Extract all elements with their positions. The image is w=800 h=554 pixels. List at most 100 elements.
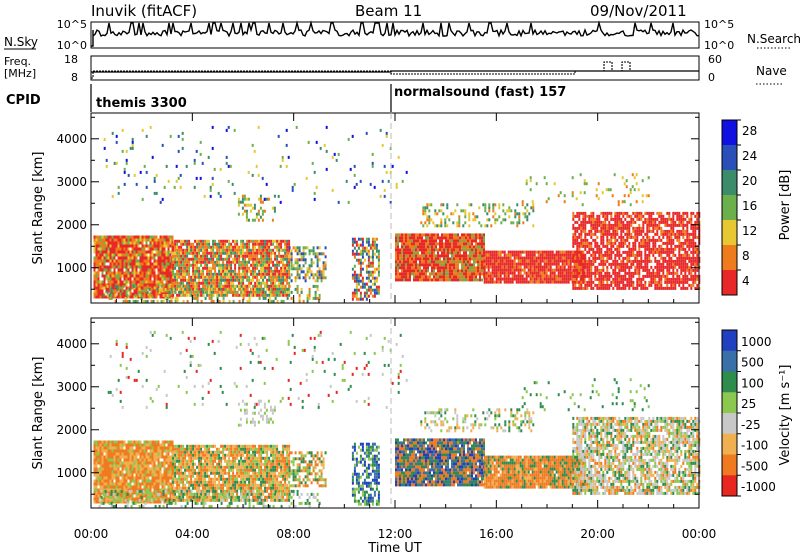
data-cell [449,248,451,252]
data-cell [115,247,118,251]
data-cell [632,241,635,245]
data-cell [497,250,500,254]
data-cell [533,250,536,254]
data-cell [469,266,471,270]
data-cell [371,249,374,253]
data-cell [694,229,697,233]
data-cell [684,217,687,221]
data-cell [240,278,243,282]
data-cell [127,289,130,293]
data-cell [251,173,254,177]
data-cell [485,274,488,278]
data-cell [686,223,689,227]
data-cell [260,275,263,279]
data-cell [680,229,683,233]
data-cell [624,262,627,266]
data-cell [385,134,388,138]
data-cell [119,283,122,287]
data-cell [477,248,479,252]
data-cell [652,244,655,248]
data-cell [582,238,585,242]
data-cell [246,266,249,270]
data-cell [632,244,635,248]
data-cell [437,263,439,267]
data-cell [652,226,655,230]
data-cell [594,283,597,287]
data-cell [206,257,209,261]
data-cell [407,272,409,276]
data-cell [260,290,263,294]
data-cell [105,265,108,269]
data-cell [113,286,116,290]
data-cell [156,287,159,291]
data-cell [149,280,152,284]
data-cell [576,226,579,230]
data-cell [169,265,172,269]
data-cell [610,226,613,230]
data-cell [169,235,172,239]
data-cell [133,247,136,251]
data-cell [262,272,265,276]
data-cell [318,276,321,280]
data-cell [399,263,401,267]
data-cell [499,265,502,269]
data-cell [658,223,661,227]
data-cell [674,283,677,287]
data-cell [590,283,593,287]
data-cell [503,259,506,263]
data-cell [690,220,693,224]
data-cell [121,250,124,254]
data-cell [167,235,170,239]
data-cell [113,235,116,239]
data-cell [222,260,225,264]
data-cell [668,265,671,269]
data-cell [212,248,215,252]
data-cell [535,250,538,254]
data-cell [537,280,540,284]
data-cell [259,215,262,219]
data-cell [423,239,425,243]
data-cell [115,134,118,138]
data-cell [324,264,327,268]
data-cell [586,238,589,242]
data-cell [638,268,641,272]
data-cell [188,281,191,285]
data-cell [662,217,665,221]
data-cell [163,265,166,269]
data-cell [322,252,325,256]
data-cell [320,273,323,277]
data-cell [139,280,142,284]
data-cell [399,272,401,276]
data-cell [240,263,243,267]
data-cell [156,299,159,303]
data-cell [586,286,589,290]
data-cell [674,262,677,266]
data-cell [580,244,583,248]
data-cell [155,262,158,266]
data-cell [294,276,297,280]
data-cell [479,278,481,282]
data-cell [447,260,449,264]
data-cell [134,293,137,297]
data-cell [103,235,106,239]
data-cell [616,232,619,236]
data-cell [320,252,323,256]
data-cell [161,292,164,296]
data-cell [137,259,140,263]
data-cell [624,256,627,260]
data-cell [604,283,607,287]
data-cell [208,257,211,261]
data-cell [574,274,577,278]
data-cell [353,173,356,177]
data-cell [266,266,269,270]
data-cell [365,270,368,274]
data-cell [620,217,623,221]
data-cell [145,185,148,189]
data-cell [602,280,605,284]
data-cell [586,283,589,287]
data-cell [541,277,544,281]
data-cell [481,272,483,276]
data-cell [519,277,522,281]
data-cell [260,266,263,270]
data-cell [405,248,407,252]
